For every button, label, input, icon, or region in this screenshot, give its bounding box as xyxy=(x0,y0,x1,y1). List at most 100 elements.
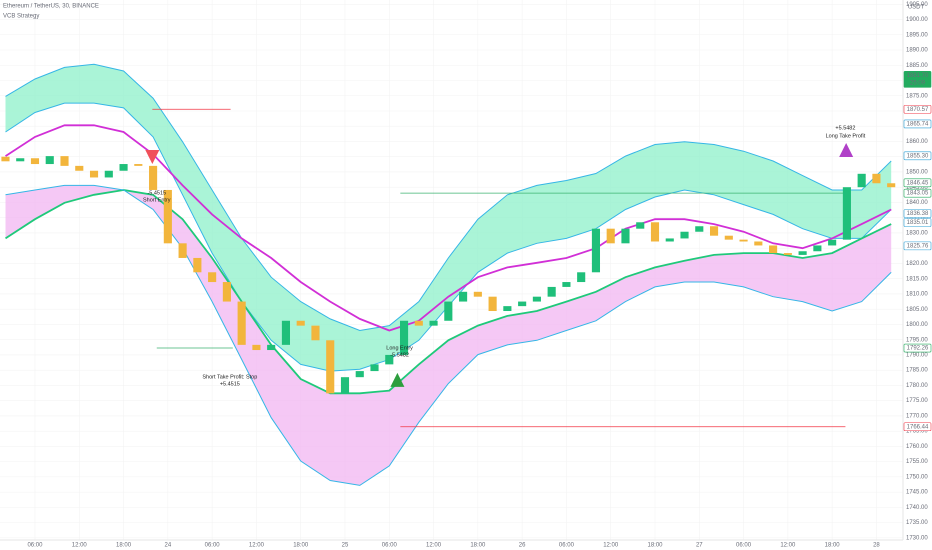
candle-body xyxy=(739,239,748,242)
x-tick-label: 27 xyxy=(696,543,703,549)
candle-body xyxy=(621,228,630,244)
price-tag xyxy=(903,422,932,432)
annotation: Short Entry xyxy=(143,197,171,203)
candle-body xyxy=(532,296,541,302)
unit-label: USDT xyxy=(908,5,925,11)
y-tick-label: 1820.00 xyxy=(906,261,928,267)
candle-body xyxy=(842,187,851,240)
candle-body xyxy=(429,320,438,326)
x-tick-label: 18:00 xyxy=(647,543,663,549)
candle-body xyxy=(562,282,571,287)
x-tick-label: 06:00 xyxy=(736,543,752,549)
price-tag xyxy=(903,151,932,161)
candle-body xyxy=(577,272,586,283)
signal-marker xyxy=(145,150,160,165)
y-tick-label: 1735.00 xyxy=(906,520,928,526)
candle-body xyxy=(872,173,881,184)
candle-body xyxy=(680,231,689,239)
band-line xyxy=(5,63,892,332)
y-tick-label: 1905.00 xyxy=(906,2,928,8)
candle-body xyxy=(355,371,364,378)
candle-body xyxy=(237,301,246,345)
candle-body xyxy=(828,239,837,246)
price-tag-label: 1846.45 xyxy=(907,180,929,186)
candle-body xyxy=(134,164,143,166)
candle-body xyxy=(636,222,645,229)
price-tag-label: 1881.70 xyxy=(907,73,929,79)
y-tick-label: 1780.00 xyxy=(906,383,928,389)
x-tick-label: 26 xyxy=(519,543,526,549)
band-fill xyxy=(5,64,892,372)
y-tick-label: 1895.00 xyxy=(906,32,928,38)
y-tick-label: 1885.00 xyxy=(906,63,928,69)
y-tick-label: 1850.00 xyxy=(906,170,928,176)
x-tick-label: 12:00 xyxy=(249,543,265,549)
candle-body xyxy=(606,228,615,244)
price-tag xyxy=(903,178,932,188)
x-tick-label: 06:00 xyxy=(559,543,575,549)
price-tag-label: 1865.74 xyxy=(907,122,929,128)
annotation: Long Take Profit xyxy=(826,134,866,140)
band-fills xyxy=(5,64,892,486)
candle-body xyxy=(399,320,409,355)
price-axis-bg xyxy=(903,0,932,550)
signal-marker xyxy=(839,143,854,158)
grid xyxy=(0,0,903,540)
signal-marker xyxy=(390,372,405,387)
candle-body xyxy=(370,364,379,372)
candle-body xyxy=(60,156,69,166)
y-tick-label: 1805.00 xyxy=(906,307,928,313)
x-tick-label: 25 xyxy=(342,543,349,549)
candle-body xyxy=(385,354,394,365)
price-tag xyxy=(903,188,932,198)
x-tick-label: 24 xyxy=(165,543,172,549)
band-line xyxy=(5,189,892,395)
price-tag-label: 1843.05 xyxy=(907,191,929,197)
price-tag xyxy=(903,71,932,88)
candle-body xyxy=(783,253,792,255)
annotation: Long Entry xyxy=(386,345,413,351)
band-line xyxy=(5,184,892,486)
y-tick-label: 1785.00 xyxy=(906,368,928,374)
axes: 1730.00 1735.00 1740.00 1745.00 1750.00 1755.… xyxy=(27,2,932,549)
candle-body xyxy=(769,245,778,254)
y-tick-label: 1890.00 xyxy=(906,48,928,54)
price-countdown: 25:09 xyxy=(910,80,926,86)
candle-body xyxy=(281,320,291,345)
candle-body xyxy=(89,170,99,178)
annotation: +5.4515 xyxy=(220,381,240,387)
candle-body xyxy=(252,344,261,351)
candle-body xyxy=(1,156,10,162)
candle-body xyxy=(650,222,660,242)
candle-body xyxy=(222,282,231,302)
candle-body xyxy=(208,272,217,283)
price-tag xyxy=(903,119,932,129)
y-tick-label: 1830.00 xyxy=(906,231,928,237)
y-tick-label: 1800.00 xyxy=(906,322,928,328)
candle-body xyxy=(665,238,674,242)
candle-body xyxy=(119,164,128,171)
candle-body xyxy=(798,251,807,255)
x-tick-label: 06:00 xyxy=(27,543,43,549)
y-tick-label: 1750.00 xyxy=(906,474,928,480)
candle-body xyxy=(518,301,527,307)
y-tick-label: 1845.00 xyxy=(906,185,928,191)
candle-body xyxy=(104,170,113,178)
x-tick-label: 28 xyxy=(873,543,880,549)
chart-subtitle: VCB Strategy xyxy=(3,14,39,20)
y-tick-label: 1900.00 xyxy=(906,17,928,23)
y-tick-label: 1730.00 xyxy=(906,535,928,541)
candle-body xyxy=(75,165,84,171)
candle-body xyxy=(724,235,733,240)
candle-body xyxy=(311,325,320,341)
candle-body xyxy=(193,257,202,273)
y-tick-label: 1775.00 xyxy=(906,398,928,404)
price-tag-label: 1835.01 xyxy=(907,220,929,226)
price-tag-label: 1870.57 xyxy=(907,107,929,113)
annotation: -5.5482 xyxy=(390,352,409,358)
x-tick-label: 18:00 xyxy=(116,543,132,549)
annotation: Short Take Profit: Stop xyxy=(202,374,257,380)
